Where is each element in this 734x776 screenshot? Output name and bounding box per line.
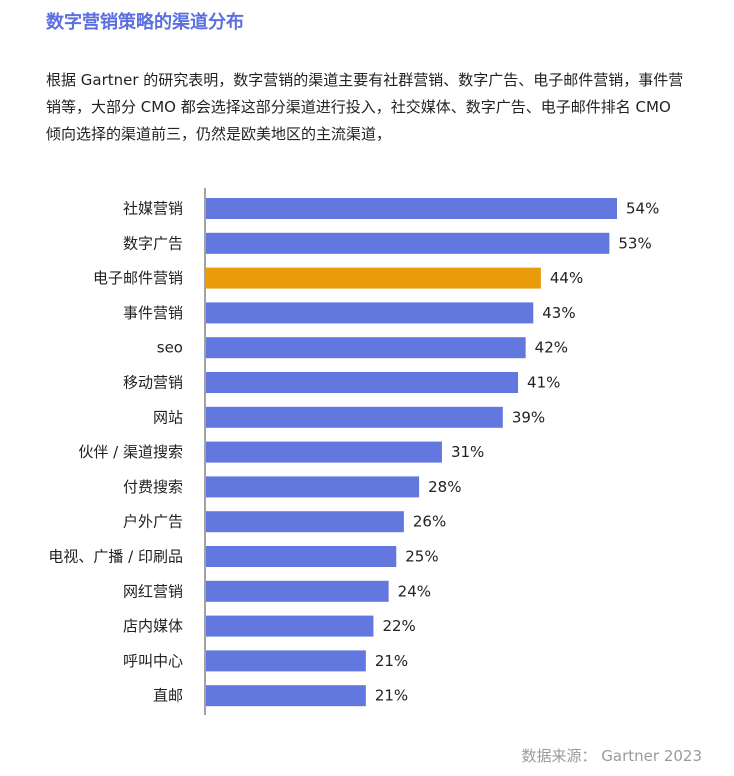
- category-label: 户外广告: [123, 513, 183, 531]
- bar: [206, 685, 366, 707]
- category-label: seo: [157, 339, 183, 357]
- category-label: 事件营销: [123, 304, 183, 322]
- bar: [206, 198, 617, 219]
- value-label: 28%: [428, 478, 461, 496]
- bar: [206, 546, 397, 567]
- bar: [206, 267, 541, 289]
- value-label: 41%: [527, 374, 560, 392]
- value-label: 31%: [451, 443, 484, 461]
- intro-line: 根据 Gartner 的研究表明，数字营销的渠道主要有社群营销、数字广告、电子邮…: [46, 71, 684, 89]
- bar: [206, 476, 420, 498]
- category-label: 付费搜索: [123, 478, 183, 496]
- value-label: 54%: [626, 200, 659, 218]
- intro-line: 倾向选择的渠道前三，仍然是欧美地区的主流渠道，: [46, 125, 392, 143]
- category-label: 呼叫中心: [123, 652, 183, 670]
- bar: [206, 580, 389, 602]
- category-label: 数字广告: [123, 234, 183, 252]
- bar: [206, 232, 610, 254]
- value-label: 21%: [375, 687, 408, 705]
- bar: [206, 615, 374, 637]
- bar: [206, 511, 404, 533]
- value-label: 22%: [382, 617, 415, 635]
- intro-line: 销等，大部分 CMO 都会选择这部分渠道进行投入，社交媒体、数字广告、电子邮件排…: [46, 98, 671, 116]
- category-label: 移动营销: [123, 374, 183, 392]
- category-label: 店内媒体: [123, 617, 183, 635]
- bar-chart: 社媒营销 54% 数字广告 53% 电子邮件营销 44% 事件营销 43% seo 42% 移动营销…: [48, 188, 659, 715]
- bar: [206, 372, 519, 393]
- bar: [206, 302, 534, 324]
- value-label: 21%: [375, 652, 408, 670]
- category-label: 伙伴 / 渠道搜索: [78, 443, 183, 461]
- value-label: 44%: [550, 269, 583, 287]
- value-label: 39%: [512, 408, 545, 426]
- value-label: 53%: [618, 234, 651, 252]
- bar: [206, 406, 503, 428]
- data-source: 数据来源： Gartner 2023: [521, 747, 702, 765]
- value-label: 26%: [413, 513, 446, 531]
- value-label: 42%: [535, 339, 568, 357]
- intro-paragraph: 根据 Gartner 的研究表明，数字营销的渠道主要有社群营销、数字广告、电子邮…: [46, 67, 706, 148]
- category-label: 社媒营销: [123, 200, 183, 218]
- bar: [206, 441, 442, 463]
- value-label: 43%: [542, 304, 575, 322]
- value-label: 25%: [405, 548, 438, 566]
- bar: [206, 337, 526, 359]
- value-label: 24%: [398, 582, 431, 600]
- chart-heading: 数字营销策略的渠道分布: [46, 12, 244, 33]
- category-label: 电子邮件营销: [93, 269, 183, 287]
- category-label: 网站: [153, 408, 183, 426]
- category-label: 直邮: [153, 687, 183, 705]
- category-label: 网红营销: [123, 582, 183, 600]
- category-label: 电视、广播 / 印刷品: [48, 548, 183, 566]
- bar: [206, 650, 366, 672]
